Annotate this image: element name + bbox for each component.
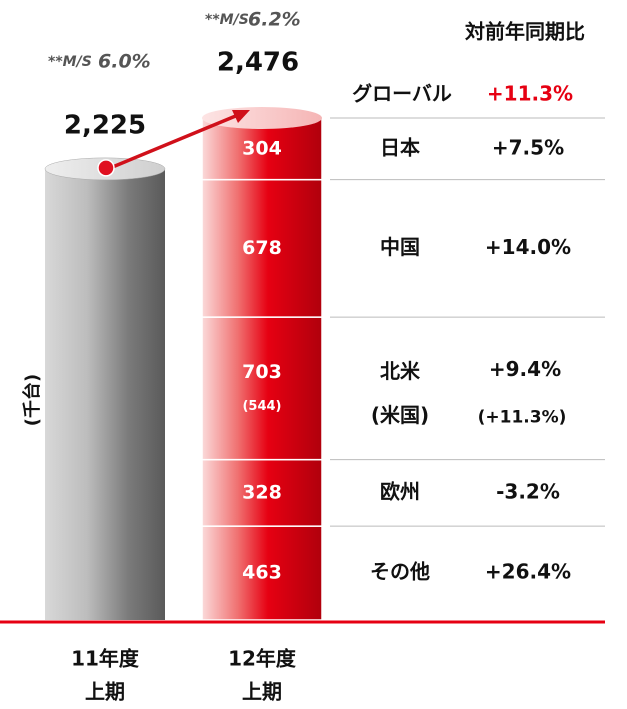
bar-top <box>202 107 322 129</box>
bar-segment <box>201 525 323 621</box>
global-name: グローバル <box>352 82 452 106</box>
segment-label: 328 <box>242 481 282 503</box>
region-growth: +26.4% <box>485 560 571 584</box>
total-label: 2,476 <box>217 48 299 78</box>
y-axis-label: (千台) <box>21 374 43 426</box>
bar <box>45 168 165 620</box>
bar-segment <box>201 117 323 181</box>
bar-segment <box>201 316 323 461</box>
region-sub-growth: (+11.3%) <box>478 407 567 427</box>
region-sub-name: (米国) <box>371 403 429 427</box>
growth-arrow <box>107 113 239 171</box>
arrow-origin <box>97 159 115 177</box>
region-name: その他 <box>370 560 430 584</box>
region-growth: -3.2% <box>496 479 560 503</box>
bar-segment <box>201 178 323 318</box>
ms-prefix: **M/S <box>48 54 92 70</box>
ms-prefix: **M/S <box>205 12 249 28</box>
x-tick-label: 12年度 <box>228 647 297 671</box>
growth-arrow-head <box>232 110 250 123</box>
region-name: 日本 <box>380 135 420 159</box>
segment-sub-label: (544) <box>242 399 281 414</box>
segment-label: 463 <box>242 562 282 584</box>
region-growth: +14.0% <box>485 235 571 259</box>
x-tick-label: 上期 <box>242 680 282 704</box>
segment-label: 678 <box>242 237 282 259</box>
region-name: 中国 <box>380 235 420 259</box>
x-tick-label: 上期 <box>85 680 125 704</box>
global-growth: +11.3% <box>487 82 573 106</box>
ms-value: 6.0% <box>98 51 151 73</box>
x-tick-label: 11年度 <box>71 647 140 671</box>
growth-header: 対前年同期比 <box>464 20 585 44</box>
region-name: 欧州 <box>380 479 420 503</box>
segment-label: 304 <box>242 137 282 159</box>
region-name: 北米 <box>380 359 421 383</box>
region-growth: +7.5% <box>492 135 564 159</box>
ms-value: 6.2% <box>248 9 301 31</box>
total-label: 2,225 <box>64 111 146 141</box>
segment-label: 703 <box>242 361 282 383</box>
region-growth: +9.4% <box>489 357 561 381</box>
